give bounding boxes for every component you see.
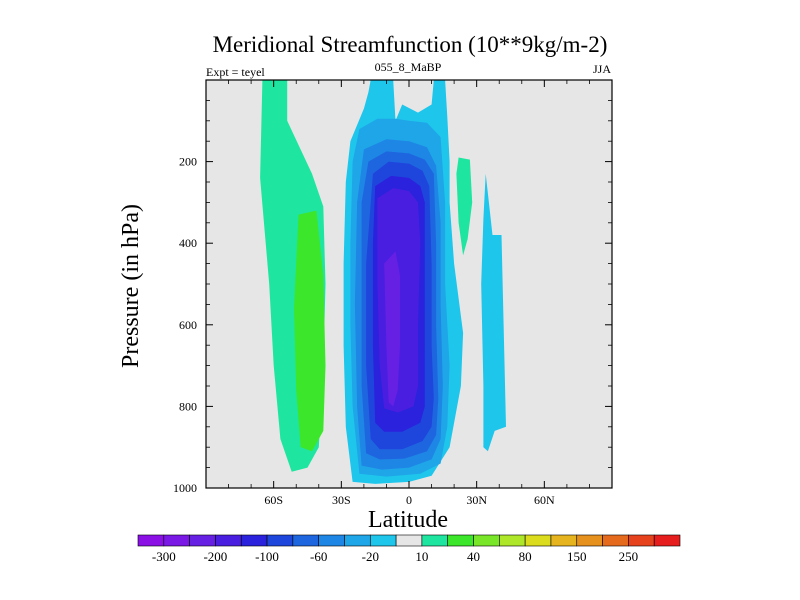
- contour-regions: [260, 80, 506, 484]
- colorbar-label: -60: [310, 549, 327, 564]
- colorbar-swatch: [240, 534, 268, 547]
- x-axis-label: Latitude: [368, 507, 448, 533]
- y-axis-label: Pressure (in hPa): [118, 204, 144, 368]
- contour-region-11: [384, 251, 400, 407]
- colorbar-swatch: [344, 534, 371, 547]
- colorbar-swatch: [653, 534, 681, 547]
- colorbar-swatch: [163, 534, 190, 547]
- colorbar-swatch: [189, 534, 216, 547]
- colorbar-swatch: [421, 534, 449, 547]
- period-label: 055_8_MaBP: [375, 60, 442, 74]
- contour-region-1: [294, 210, 326, 452]
- x-tick-label: 0: [406, 493, 412, 507]
- colorbar-label: 250: [619, 549, 639, 564]
- colorbar-label: -100: [255, 549, 279, 564]
- colorbar-label: 150: [567, 549, 587, 564]
- chart-title: Meridional Streamfunction (10**9kg/m-2): [213, 32, 608, 57]
- colorbar-swatch: [318, 534, 345, 547]
- colorbar-swatch: [576, 534, 603, 547]
- y-tick-label: 800: [179, 399, 197, 413]
- season-label: JJA: [593, 62, 611, 76]
- colorbar: -300 -200 -100 -60 -20 10 40 80 150 250: [137, 534, 681, 564]
- x-tick-label: 30N: [466, 493, 487, 507]
- contour-region-2: [456, 157, 473, 256]
- colorbar-swatch: [473, 534, 500, 547]
- colorbar-label: 40: [467, 549, 480, 564]
- contour-region-4: [481, 173, 506, 452]
- colorbar-swatch: [137, 534, 165, 547]
- x-tick-label: 60N: [534, 493, 555, 507]
- colorbar-swatch: [215, 534, 242, 547]
- colorbar-swatch: [499, 534, 526, 547]
- colorbar-swatch: [628, 534, 655, 547]
- colorbar-label: -300: [152, 549, 176, 564]
- colorbar-swatch: [602, 534, 629, 547]
- y-tick-label: 1000: [173, 481, 197, 495]
- colorbar-swatch: [266, 534, 294, 547]
- colorbar-label: -20: [362, 549, 379, 564]
- colorbar-swatch: [524, 534, 552, 547]
- y-axis: 200 400 600 800 1000: [173, 155, 612, 495]
- minor-ticks: [206, 80, 612, 488]
- colorbar-label: 80: [519, 549, 532, 564]
- x-tick-label: 30S: [332, 493, 351, 507]
- colorbar-label: 10: [415, 549, 428, 564]
- colorbar-swatch: [292, 534, 319, 547]
- x-tick-label: 60S: [264, 493, 283, 507]
- colorbar-swatch: [395, 534, 423, 547]
- y-tick-label: 200: [179, 155, 197, 169]
- y-tick-label: 400: [179, 236, 197, 250]
- y-tick-label: 600: [179, 318, 197, 332]
- experiment-label: Expt = teyel: [206, 65, 265, 79]
- colorbar-swatch: [447, 534, 474, 547]
- x-axis: 60S 30S 0 30N 60N: [264, 80, 555, 507]
- colorbar-swatch: [369, 534, 397, 547]
- colorbar-label: -200: [203, 549, 227, 564]
- colorbar-swatch: [550, 534, 578, 547]
